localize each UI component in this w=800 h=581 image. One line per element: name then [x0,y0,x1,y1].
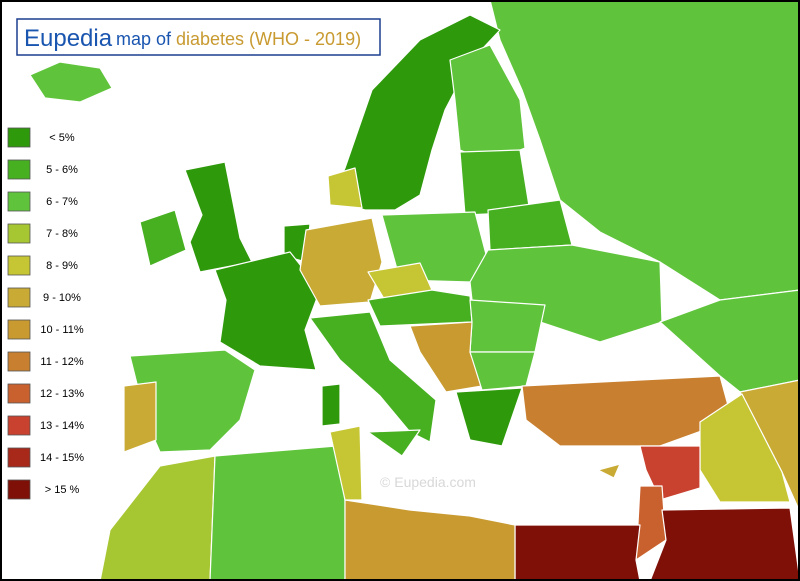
germany [299,217,383,307]
brand: Eupedia [24,25,113,52]
legend-swatch [7,287,31,308]
legend-swatch [7,159,31,180]
legend-swatch [7,383,31,404]
title-subject: diabetes (WHO - 2019) [176,29,361,49]
egypt [514,524,641,581]
legend-label: 12 - 13% [40,388,84,400]
title-box [16,18,381,56]
legend-label: 10 - 11% [40,324,83,336]
legend-label: 5 - 6% [46,164,78,176]
legend-swatch [7,319,31,340]
countries [29,0,800,581]
watermark: © Eupedia.com [380,474,476,490]
legend-swatch [7,191,31,212]
cyprus [597,463,621,479]
legend-label: 9 - 10% [43,292,81,304]
legend-swatch [7,127,31,148]
legend-swatch [7,223,31,244]
sicily [367,429,421,457]
title-prefix: map of [116,29,172,49]
legend-label: < 5% [49,132,75,144]
legend-swatch [7,479,31,500]
bulgaria [469,351,536,391]
tunisia [329,425,363,501]
ukraine [469,244,663,343]
legend-label: 8 - 9% [46,260,78,272]
legend-swatch [7,351,31,372]
legend-swatch [7,447,31,468]
sardinia [321,383,341,427]
legend-label: > 15 % [45,484,80,496]
italy [309,311,437,443]
legend-label: 14 - 15% [40,452,84,464]
legend-label: 6 - 7% [46,196,78,208]
saudi-arabia [649,507,800,581]
ireland [139,209,187,267]
legend-swatch [7,255,31,276]
portugal [123,381,157,453]
algeria [209,445,346,581]
legend-swatch [7,415,31,436]
libya [344,499,516,581]
iceland [29,61,113,103]
legend-label: 7 - 8% [46,228,78,240]
russia [489,0,800,301]
romania [469,299,546,353]
legend: < 5% 5 - 6% 6 - 7% 7 - 8% 8 - 9% 9 - 10% 10 - … [7,127,84,500]
denmark [327,167,363,209]
caucasus [659,289,800,393]
greece [455,387,523,447]
legend-label: 11 - 12% [40,356,83,368]
legend-label: 13 - 14% [40,420,84,432]
france [214,251,321,371]
